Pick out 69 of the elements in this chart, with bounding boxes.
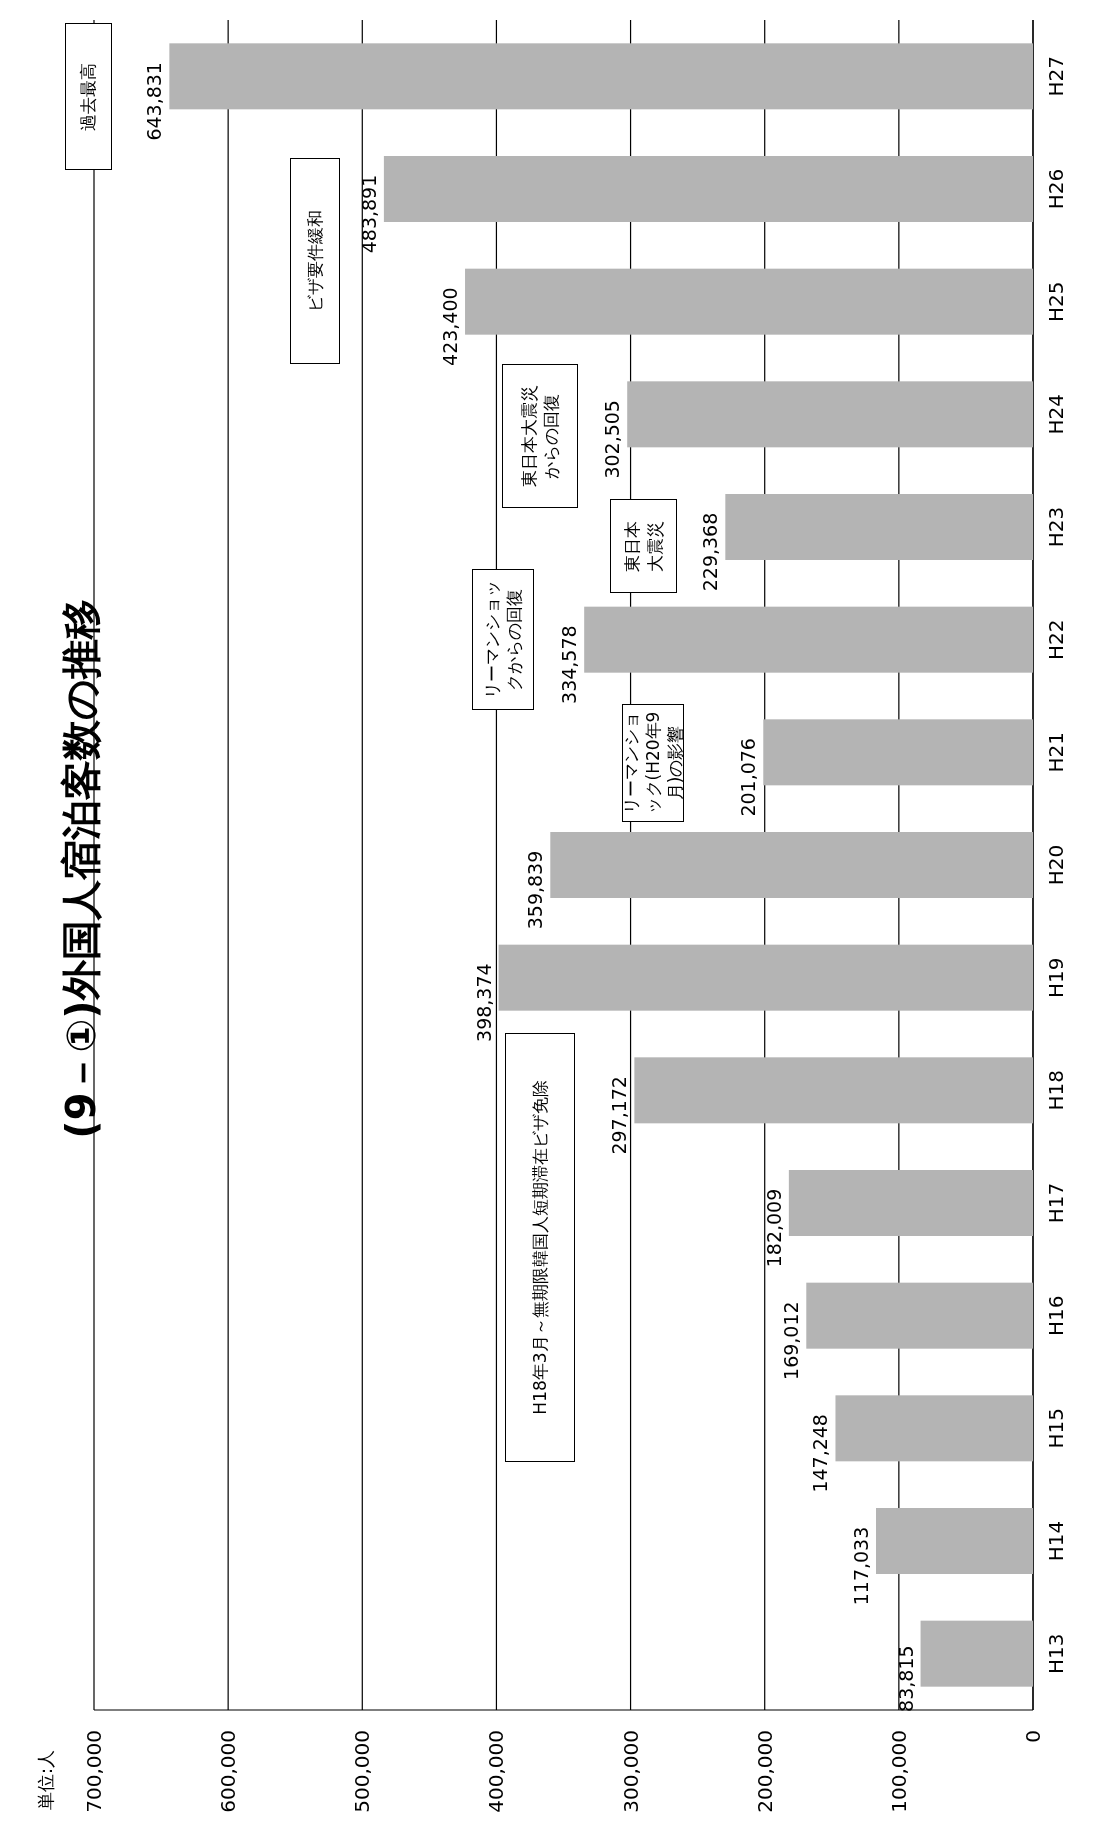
bar (550, 832, 1033, 898)
text: 単位:人 (35, 1749, 56, 1810)
annotation: 東日本大震災からの回復 (517, 384, 562, 488)
x-tick-label: 600,000 (216, 1730, 241, 1813)
data-label: 423,400 (439, 287, 462, 366)
x-tick-label: 100,000 (886, 1730, 911, 1813)
bar (763, 719, 1033, 786)
annotation: ビザ要件緩和 (303, 210, 326, 312)
bar (835, 1395, 1033, 1462)
note-box: リーマンショック(H20年9月)の影響 (622, 704, 684, 822)
bar (806, 1282, 1033, 1349)
data-label: 117,033 (850, 1526, 873, 1606)
y-tick-label: H24 (1044, 394, 1068, 435)
y-tick-label: H13 (1044, 1633, 1068, 1674)
note-box: リーマンショックからの回復 (472, 569, 534, 710)
y-tick-label: H23 (1044, 506, 1068, 548)
bar (584, 606, 1033, 673)
y-tick-label: H16 (1044, 1295, 1068, 1336)
data-label: 643,831 (143, 62, 166, 141)
annotation: 東日本大震災 (621, 519, 666, 573)
data-label: 297,172 (608, 1076, 631, 1155)
bar (465, 268, 1033, 335)
data-label: 229,368 (699, 512, 722, 592)
y-tick-label: H21 (1044, 732, 1068, 773)
bar (169, 43, 1033, 110)
note-box: ビザ要件緩和 (290, 158, 340, 364)
annotation: H18年3月～無期限韓国人短期滞在ビザ免除 (528, 1080, 551, 1415)
x-tick-label: 400,000 (484, 1730, 509, 1813)
annotation: 過去最高 (77, 62, 100, 131)
y-tick-label: H15 (1044, 1408, 1068, 1449)
data-label: 83,815 (894, 1645, 917, 1712)
bar (627, 381, 1033, 448)
data-label: 483,891 (357, 174, 380, 254)
y-tick-label: H19 (1044, 957, 1068, 998)
x-tick-label: 300,000 (618, 1730, 643, 1813)
data-label: 334,578 (558, 625, 581, 704)
data-label: 182,009 (762, 1188, 785, 1268)
y-tick-label: H20 (1044, 844, 1068, 886)
bar (725, 494, 1033, 560)
note-box: H18年3月～無期限韓国人短期滞在ビザ免除 (505, 1033, 575, 1462)
note-box: 東日本大震災 (610, 499, 677, 593)
x-tick-label: 0 (1021, 1730, 1045, 1743)
y-tick-label: H25 (1044, 281, 1068, 322)
y-tick-label: H26 (1044, 168, 1068, 210)
y-tick-label: H17 (1044, 1182, 1068, 1224)
bar (498, 944, 1033, 1011)
data-label: 169,012 (780, 1301, 803, 1380)
y-tick-label: H18 (1044, 1070, 1068, 1111)
data-label: 302,505 (601, 400, 624, 479)
text: (9－①)外国人宿泊客数の推移 (58, 599, 104, 1139)
y-tick-label: H14 (1044, 1520, 1068, 1562)
annotation: リーマンショック(H20年9月)の影響 (619, 710, 687, 817)
annotation: リーマンショックからの回復 (480, 579, 525, 701)
x-tick-label: 200,000 (752, 1730, 777, 1813)
x-tick-label: 500,000 (350, 1730, 375, 1813)
bar (876, 1508, 1033, 1574)
y-tick-label: H27 (1044, 56, 1068, 97)
note-box: 過去最高 (65, 23, 112, 170)
y-tick-label: H22 (1044, 619, 1068, 660)
note-box: 東日本大震災からの回復 (502, 364, 578, 508)
data-label: 201,076 (737, 738, 760, 817)
data-label: 398,374 (472, 963, 495, 1042)
bar (634, 1057, 1033, 1124)
x-tick-label: 700,000 (82, 1730, 106, 1813)
data-label: 359,839 (524, 850, 547, 930)
bar (383, 156, 1033, 222)
bar (920, 1620, 1033, 1687)
bar (788, 1170, 1033, 1236)
data-label: 147,248 (809, 1414, 832, 1493)
